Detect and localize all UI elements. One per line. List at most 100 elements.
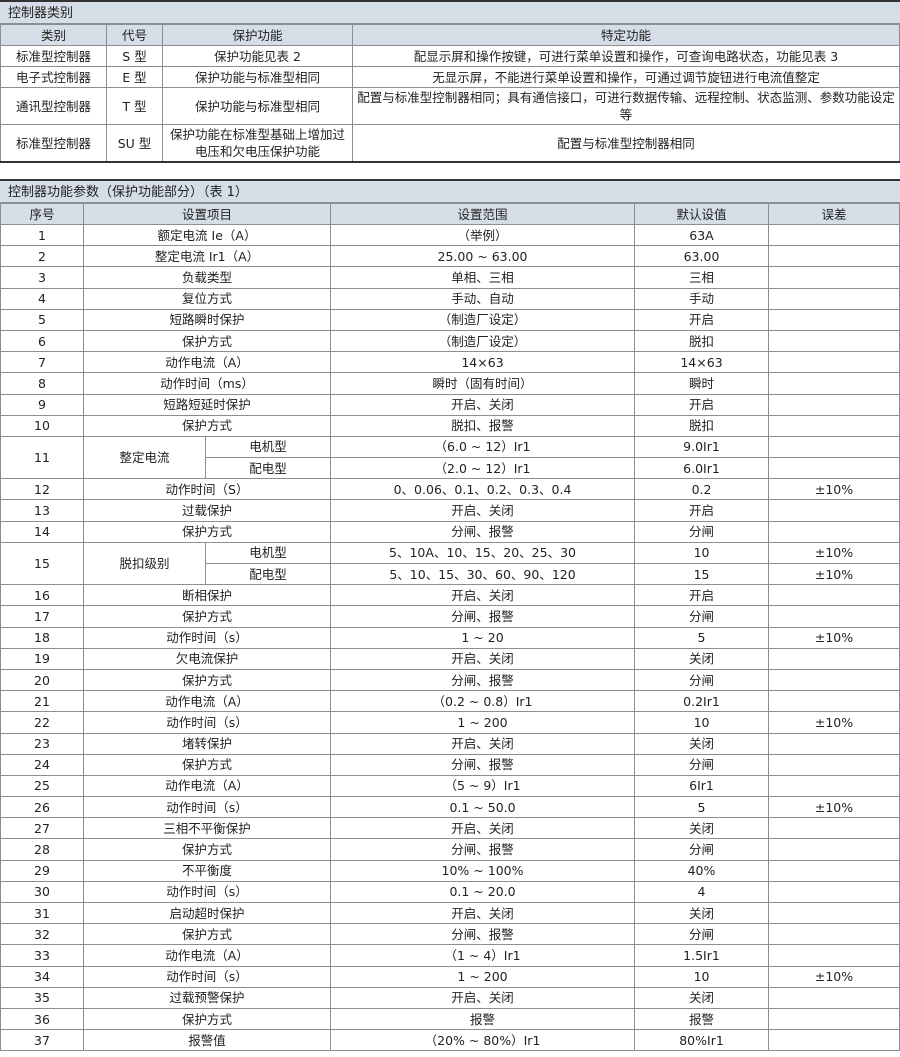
table-row: 13 过载保护 开启、关闭 开启: [0, 499, 900, 522]
table-row: 20 保护方式 分闸、报警 分闸: [0, 668, 900, 692]
cell-default: 关闭: [634, 817, 770, 840]
cell-range: 开启、关闭: [330, 393, 636, 416]
cell-protection: 保护功能与标准型相同: [162, 66, 353, 88]
cell-default: 14×63: [634, 351, 770, 374]
cell-item: 动作时间（s）: [82, 626, 332, 649]
cell-no: 26: [0, 796, 84, 819]
cell-range: 1 ~ 200: [330, 965, 636, 988]
cell-item: 保护方式: [82, 414, 332, 437]
table-row: 16 断相保护 开启、关闭 开启: [0, 584, 900, 607]
table-row: 标准型控制器 S 型保护功能见表 2 配显示屏和操作按键，可进行菜单设置和操作，可查…: [0, 45, 900, 67]
cell-code: S 型: [106, 45, 163, 67]
cell-default: 40%: [634, 859, 770, 882]
cell-error: [768, 986, 900, 1009]
cell-error: [768, 1007, 900, 1031]
cell-error: [768, 605, 900, 628]
cell-range: （制造厂设定）: [330, 329, 636, 353]
cell-default: 分闸: [634, 753, 770, 776]
cell-no: 30: [0, 880, 84, 904]
cell-item: 脱扣级别: [83, 541, 206, 586]
cell-special: 配置与标准型控制器相同；具有通信接口，可进行数据传输、远程控制、状态监测、参数功…: [352, 87, 900, 125]
cell-no: 25: [0, 774, 84, 798]
cell-default: 63.00: [634, 245, 770, 268]
cell-default: 脱扣: [634, 414, 770, 437]
table-row: 1 额定电流 Ie（A） （举例） 63A: [0, 223, 900, 247]
cell-default: 9.0Ir1: [634, 435, 770, 459]
cell-item: 额定电流 Ie（A）: [82, 223, 332, 247]
cell-item: 动作电流（A）: [82, 690, 332, 713]
cell-default: 80%Ir1: [634, 1029, 770, 1052]
cell-item: 堵转保护: [82, 732, 332, 755]
cell-range: 5、10A、10、15、20、25、30: [330, 541, 636, 565]
cell-range: 10% ~ 100%: [330, 859, 636, 882]
cell-error: [768, 287, 900, 310]
cell-error: [768, 901, 900, 925]
cell-item: 过载保护: [82, 499, 332, 522]
cell-no: 7: [0, 351, 84, 374]
cell-error: [768, 668, 900, 692]
cell-special: 配置与标准型控制器相同: [352, 124, 900, 163]
cell-error: [768, 414, 900, 437]
cell-default: 0.2: [634, 478, 770, 501]
cell-range: 分闸、报警: [330, 668, 636, 692]
cell-default: 三相: [634, 266, 770, 289]
table-row: 29 不平衡度 10% ~ 100% 40%: [0, 859, 900, 882]
cell-error: [768, 817, 900, 840]
cell-no: 28: [0, 838, 84, 861]
cell-item: 保护方式: [82, 923, 332, 946]
cell-no: 11: [0, 435, 84, 480]
cell-category: 通讯型控制器: [0, 87, 107, 125]
cell-range: 分闸、报警: [330, 923, 636, 946]
cell-error: ±10%: [768, 965, 900, 988]
cell-range: 25.00 ~ 63.00: [330, 245, 636, 268]
cell-no: 4: [0, 287, 84, 310]
cell-no: 1: [0, 223, 84, 247]
cell-error: [768, 732, 900, 755]
cell-range: 0.1 ~ 50.0: [330, 796, 636, 819]
cell-item: 整定电流: [83, 435, 206, 480]
cell-range: （6.0 ~ 12）Ir1: [330, 435, 636, 459]
table-row: 30 动作时间（s） 0.1 ~ 20.0 4: [0, 880, 900, 904]
cell-default: 分闸: [634, 923, 770, 946]
cell-error: [768, 753, 900, 776]
cell-item: 动作时间（s）: [82, 711, 332, 734]
cell-error: [768, 690, 900, 713]
cell-error: [768, 944, 900, 967]
table-row: 5 短路瞬时保护 （制造厂设定） 开启: [0, 308, 900, 331]
table-row: 配电型 5、10、15、30、60、90、120 15 ±10%: [1, 562, 900, 586]
table-row: 32 保护方式 分闸、报警 分闸: [0, 923, 900, 946]
table-header-row: 类别 代号 保护功能 特定功能: [0, 24, 900, 46]
cell-item: 保护方式: [82, 1007, 332, 1031]
cell-item: 不平衡度: [82, 859, 332, 882]
cell-range: 瞬时（固有时间）: [330, 372, 636, 395]
table-row: 电子式控制器 E 型保护功能与标准型相同 无显示屏，不能进行菜单设置和操作，可通过调…: [0, 66, 900, 88]
cell-range: 开启、关闭: [330, 647, 636, 670]
cell-item: 保护方式: [82, 753, 332, 776]
cell-item: 保护方式: [82, 520, 332, 543]
cell-default: 关闭: [634, 732, 770, 755]
table-row: 2 整定电流 Ir1（A） 25.00 ~ 63.00 63.00: [0, 245, 900, 268]
controller-category-title: 控制器类别: [0, 0, 900, 24]
cell-no: 37: [0, 1029, 84, 1052]
table-row: 34 动作时间（s） 1 ~ 200 10 ±10%: [0, 965, 900, 988]
cell-protection: 保护功能与标准型相同: [162, 87, 353, 125]
table-row: 23 堵转保护 开启、关闭 关闭: [0, 732, 900, 755]
cell-item: 启动超时保护: [82, 901, 332, 925]
cell-no: 33: [0, 944, 84, 967]
cell-no: 10: [0, 414, 84, 437]
cell-item: 断相保护: [82, 584, 332, 607]
cell-no: 22: [0, 711, 84, 734]
cell-default: 关闭: [634, 647, 770, 670]
cell-default: 关闭: [634, 986, 770, 1009]
table-row: 25 动作电流（A） （5 ~ 9）Ir1 6Ir1: [0, 774, 900, 798]
cell-error: [768, 351, 900, 374]
table-row: 7 动作电流（A） 14×63 14×63: [0, 351, 900, 374]
cell-range: 开启、关闭: [330, 986, 636, 1009]
cell-item: 动作时间（S）: [82, 478, 332, 501]
table-row: 10 保护方式 脱扣、报警 脱扣: [0, 414, 900, 437]
cell-item: 短路瞬时保护: [82, 308, 332, 331]
cell-code: T 型: [106, 87, 163, 125]
table-row: 标准型控制器 SU 型保护功能在标准型基础上增加过电压和欠电压保护功能 配置与标准型…: [0, 124, 900, 163]
cell-range: 14×63: [330, 351, 636, 374]
table-row: 19 欠电流保护 开启、关闭 关闭: [0, 647, 900, 670]
